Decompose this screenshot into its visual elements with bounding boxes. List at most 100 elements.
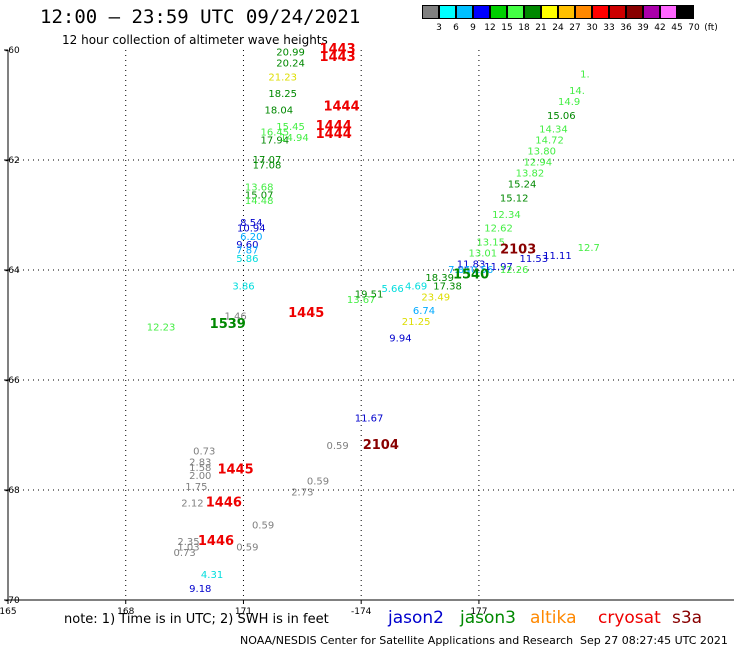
wave-height-label: 15.12 — [500, 193, 529, 204]
wave-height-label: 7.87 — [236, 246, 258, 257]
wave-height-label: 15.07 — [245, 191, 274, 202]
wave-height-label: 14. — [569, 86, 585, 97]
wave-height-label: 1.46 — [224, 312, 246, 323]
wave-height-label: 13.01 — [469, 248, 498, 259]
wave-height-label: 1.58 — [189, 463, 211, 474]
wave-height-label: 17.94 — [261, 136, 290, 147]
y-tick-label: -60 — [5, 46, 20, 56]
wave-height-label: 9.94 — [389, 334, 411, 345]
scale-label: 18 — [518, 23, 530, 33]
wave-height-label: 13.80 — [527, 147, 556, 158]
wave-height-label: 11.83 — [457, 259, 486, 270]
wave-height-label: 0.59 — [307, 477, 329, 488]
y-tick-label: -68 — [5, 486, 20, 496]
wave-height-label: 11.11 — [543, 251, 572, 262]
legend-item-jason3: jason3 — [460, 608, 516, 628]
wave-height-label: 15.06 — [547, 111, 576, 122]
scale-swatch — [456, 5, 473, 19]
wave-height-label: 12.34 — [492, 210, 521, 221]
wave-height-label: 20.99 — [276, 48, 305, 59]
wave-height-label: 21.25 — [402, 317, 431, 328]
legend-item-jason2: jason2 — [388, 608, 444, 628]
wave-height-label: 18.39 — [425, 273, 454, 284]
scale-swatch — [541, 5, 558, 19]
generated-timestamp: Sep 27 08:27:45 UTC 2021 — [580, 634, 728, 647]
wave-height-label: 7.86 — [448, 265, 470, 276]
scale-label: 30 — [586, 23, 598, 33]
scale-swatch — [575, 5, 592, 19]
pass-time-label: 1446 — [198, 534, 234, 549]
wave-height-label: 1. — [580, 70, 590, 81]
scale-label: 15 — [501, 23, 513, 33]
scale-swatch — [507, 5, 524, 19]
wave-height-label: 12.94 — [523, 158, 552, 169]
scale-swatch — [439, 5, 456, 19]
pass-time-label: 1445 — [218, 463, 254, 478]
wave-height-label: 2.35 — [177, 537, 199, 548]
scale-label: 33 — [603, 23, 615, 33]
pass-time-label: 1444 — [316, 127, 352, 142]
scale-swatch — [490, 5, 507, 19]
wave-height-label: 10.94 — [237, 224, 266, 235]
wave-height-label: 0.73 — [193, 446, 215, 457]
chart-subtitle: 12 hour collection of altimeter wave hei… — [62, 33, 328, 47]
scale-swatch — [643, 5, 660, 19]
pass-time-label: 1540 — [453, 267, 489, 282]
pass-time-label: 2103 — [500, 243, 536, 258]
wave-height-label: 17.38 — [433, 281, 462, 292]
wave-height-label: 13.82 — [516, 169, 545, 180]
scale-label: (ft) — [704, 23, 718, 33]
wave-height-label: 17.07 — [253, 155, 282, 166]
y-tick-label: -66 — [5, 376, 20, 386]
wave-height-label: 6.74 — [413, 306, 435, 317]
legend-item-cryosat: cryosat — [598, 608, 661, 628]
wave-height-label: 14.9 — [558, 97, 580, 108]
wave-height-label: 14.34 — [539, 125, 568, 136]
scale-swatch — [592, 5, 609, 19]
pass-time-label: 2104 — [363, 438, 399, 453]
scale-label: 24 — [552, 23, 564, 33]
footer-note: note: 1) Time is in UTC; 2) SWH is in fe… — [64, 612, 329, 627]
legend-item-altika: altika — [530, 608, 577, 628]
wave-height-label: 14.48 — [245, 196, 274, 207]
scale-swatch — [558, 5, 575, 19]
wave-height-label: 0.59 — [252, 521, 274, 532]
scale-swatch — [473, 5, 490, 19]
wave-height-label: 14.94 — [280, 133, 309, 144]
scale-label: 27 — [569, 23, 581, 33]
scale-label: 9 — [470, 23, 476, 33]
scale-label: 12 — [484, 23, 496, 33]
x-tick-label: 171 — [235, 607, 252, 617]
wave-height-label: 1.75 — [185, 482, 207, 493]
wave-height-label: 8.54 — [240, 218, 262, 229]
scale-label: 21 — [535, 23, 547, 33]
scale-label: 70 — [688, 23, 700, 33]
wave-height-label: 9.60 — [236, 240, 258, 251]
scale-swatch — [422, 5, 439, 19]
pass-time-label: 1443 — [320, 42, 356, 57]
scale-swatch — [660, 5, 677, 19]
wave-height-label: 15.24 — [508, 180, 537, 191]
x-tick-label: 165 — [0, 607, 17, 617]
wave-height-label: 16.45 — [261, 127, 290, 138]
x-tick-label: -174 — [351, 607, 372, 617]
wave-height-label: 4.69 — [405, 281, 427, 292]
wave-height-label: 19.51 — [355, 290, 384, 301]
pass-time-label: 1443 — [320, 50, 356, 65]
wave-height-label: 20.24 — [276, 59, 305, 70]
wave-height-label: 2.73 — [291, 488, 313, 499]
wave-height-label: 9.18 — [189, 584, 211, 595]
pass-time-label: 1539 — [210, 317, 246, 332]
wave-height-label: 14.72 — [535, 136, 564, 147]
wave-height-label: 21.23 — [268, 72, 297, 83]
wave-height-label: 11.97 — [484, 262, 513, 273]
pass-time-label: 1445 — [288, 306, 324, 321]
wave-height-label: 4.31 — [201, 570, 223, 581]
wave-height-label: 13.15 — [476, 237, 505, 248]
scale-label: 39 — [637, 23, 649, 33]
wave-height-label: 12.62 — [484, 224, 513, 235]
x-tick-label: 177 — [470, 607, 487, 617]
y-tick-label: -62 — [5, 156, 20, 166]
